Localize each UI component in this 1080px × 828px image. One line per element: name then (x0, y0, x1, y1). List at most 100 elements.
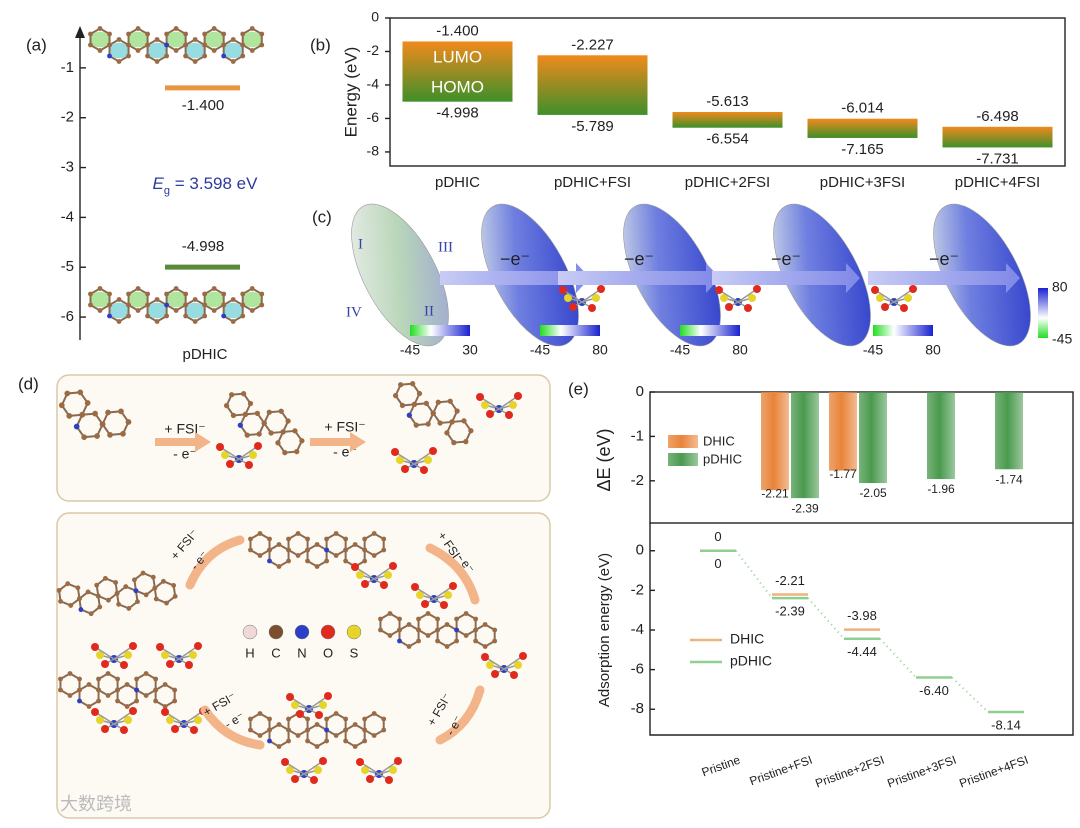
atom (352, 722, 358, 727)
atom (514, 661, 522, 669)
atom (97, 286, 103, 291)
value-label: -6.554 (706, 131, 749, 148)
bar (829, 392, 857, 471)
atom (305, 536, 311, 542)
atom (192, 297, 198, 302)
molecule (58, 389, 132, 441)
legend-label: HOMO (431, 77, 484, 96)
value-label: 0 (714, 529, 721, 544)
atom (202, 291, 208, 297)
colorbar (680, 325, 740, 336)
value-label: -4.998 (182, 238, 225, 255)
atom (314, 542, 320, 547)
atom (202, 31, 208, 37)
atom (164, 291, 170, 297)
atom (406, 622, 412, 627)
y-tick-label: 0 (636, 542, 644, 559)
atom (454, 638, 460, 644)
atom-label: S (350, 645, 359, 660)
atom (248, 547, 253, 553)
value-label: -2.05 (859, 486, 887, 500)
atom (296, 710, 304, 718)
atom (116, 297, 122, 302)
atom (256, 431, 262, 437)
plot-frame (649, 523, 1074, 736)
molecule (378, 611, 498, 649)
atom (134, 676, 140, 682)
step-label: −e⁻ (771, 249, 801, 269)
atom (101, 725, 109, 733)
atom (106, 597, 111, 603)
atom (299, 438, 305, 444)
atom (492, 638, 498, 644)
atom (416, 627, 421, 633)
atom (352, 744, 358, 749)
atom (305, 716, 311, 722)
atom (519, 652, 527, 660)
atom (143, 671, 149, 676)
atom (315, 711, 323, 719)
atom (183, 53, 189, 59)
y-axis-label: Adsorption energy (eV) (596, 553, 613, 707)
atom (444, 644, 450, 649)
value-label: -4.998 (436, 105, 479, 122)
atom (259, 291, 265, 297)
anion (391, 447, 437, 474)
atom (194, 642, 202, 650)
atom (380, 581, 388, 589)
atom (221, 42, 227, 48)
atom (904, 294, 912, 302)
orbital (204, 291, 225, 308)
atom (240, 291, 246, 297)
legend-label: pDHIC (730, 653, 772, 669)
atom (211, 308, 217, 313)
atom (97, 26, 103, 31)
atom (900, 304, 908, 312)
atom (240, 53, 246, 59)
atom (88, 302, 93, 308)
connector (735, 550, 773, 599)
region-label: III (438, 239, 453, 255)
atom (166, 660, 174, 668)
atom (261, 420, 267, 426)
atom (909, 285, 917, 293)
atom (134, 698, 140, 704)
atom (154, 319, 160, 324)
atom (164, 42, 170, 48)
y-tick-label: -3 (61, 159, 74, 176)
arrow (435, 685, 485, 745)
atom (153, 676, 159, 682)
arrow (155, 432, 211, 452)
x-tick-label: pDHIC (435, 174, 480, 191)
atom (230, 412, 237, 419)
atom (107, 42, 112, 48)
atom (378, 616, 383, 622)
orbital (223, 302, 244, 319)
atom (286, 716, 291, 722)
atom (97, 308, 103, 313)
atom (881, 303, 889, 311)
value-label: -6.498 (976, 108, 1019, 125)
atom (145, 302, 150, 308)
atom (77, 676, 82, 682)
atom (314, 744, 320, 749)
atom (123, 584, 129, 590)
value-label: -1.400 (182, 97, 225, 114)
atom (725, 303, 733, 311)
atom (73, 423, 80, 430)
atom (295, 531, 301, 536)
atom (88, 31, 93, 37)
atom (425, 611, 431, 616)
atom (257, 733, 263, 738)
colorbar-label: -45 (530, 342, 550, 358)
atom (248, 536, 253, 542)
atom (173, 26, 179, 31)
atom (343, 727, 349, 733)
atom (240, 313, 246, 319)
connector (951, 676, 989, 713)
atom (189, 651, 197, 659)
atom (107, 432, 113, 438)
atom (361, 580, 369, 588)
atom (192, 37, 198, 42)
